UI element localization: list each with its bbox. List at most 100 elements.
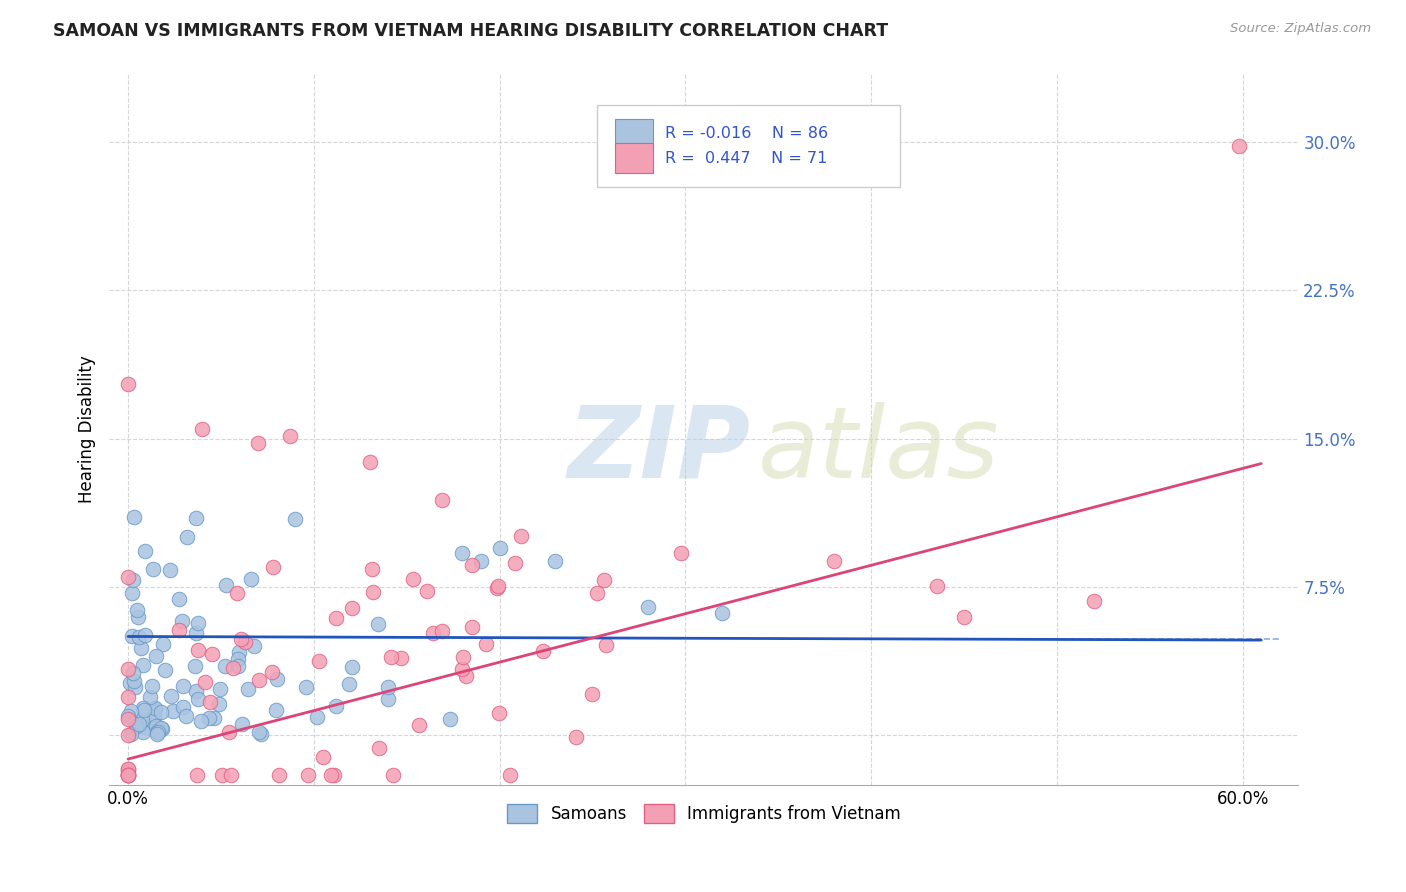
Point (581, 687, 603, 701)
Point (146, 725, 169, 739)
Point (422, 625, 444, 640)
Point (117, 768, 139, 782)
FancyBboxPatch shape (614, 119, 652, 148)
Point (121, 628, 143, 642)
Point (122, 665, 145, 680)
Point (461, 558, 484, 572)
Point (953, 609, 976, 624)
Point (488, 706, 510, 721)
Point (637, 599, 659, 614)
Point (184, 511, 207, 525)
Point (153, 663, 176, 677)
Point (143, 701, 166, 715)
Point (117, 712, 139, 726)
Legend: Samoans, Immigrants from Vietnam: Samoans, Immigrants from Vietnam (501, 797, 907, 830)
Point (262, 559, 284, 574)
Point (127, 609, 149, 624)
Point (226, 651, 249, 665)
Point (222, 661, 245, 675)
Point (150, 722, 173, 736)
Point (143, 701, 166, 715)
Point (319, 768, 342, 782)
Text: R = -0.016    N = 86: R = -0.016 N = 86 (665, 126, 828, 141)
Point (170, 614, 193, 628)
Point (451, 649, 474, 664)
Point (360, 562, 382, 576)
Point (117, 662, 139, 676)
Point (297, 768, 319, 782)
Point (117, 728, 139, 742)
Point (127, 603, 149, 617)
Point (229, 632, 252, 646)
Point (132, 657, 155, 672)
Point (233, 635, 256, 649)
Point (226, 586, 249, 600)
Point (325, 611, 347, 625)
Text: atlas: atlas (758, 401, 1000, 499)
Point (121, 704, 143, 718)
Text: Source: ZipAtlas.com: Source: ZipAtlas.com (1230, 22, 1371, 36)
Point (122, 674, 145, 689)
Point (186, 768, 208, 782)
Point (208, 697, 231, 711)
Point (124, 680, 146, 694)
Point (117, 768, 139, 782)
FancyBboxPatch shape (598, 105, 900, 186)
Point (389, 651, 412, 665)
Point (197, 711, 219, 725)
Point (295, 680, 318, 694)
Point (117, 708, 139, 723)
Point (214, 659, 236, 673)
Point (132, 725, 155, 739)
Point (377, 692, 399, 706)
Point (174, 709, 197, 723)
Point (595, 638, 617, 652)
Point (117, 768, 139, 782)
Point (510, 528, 533, 542)
Point (117, 762, 139, 776)
Point (187, 642, 209, 657)
Point (194, 674, 217, 689)
Point (307, 710, 329, 724)
Point (260, 665, 283, 679)
Point (202, 711, 225, 725)
Point (184, 658, 207, 673)
Point (925, 579, 948, 593)
Point (117, 765, 139, 780)
Point (247, 435, 270, 450)
Point (485, 581, 508, 595)
Point (117, 768, 139, 782)
Point (190, 714, 212, 728)
Point (461, 620, 484, 634)
Point (416, 583, 439, 598)
Point (823, 554, 845, 568)
Point (117, 768, 139, 782)
Point (122, 510, 145, 524)
Point (488, 541, 510, 555)
Point (337, 676, 360, 690)
Point (284, 512, 307, 526)
Point (247, 673, 270, 688)
Point (451, 662, 474, 676)
Text: SAMOAN VS IMMIGRANTS FROM VIETNAM HEARING DISABILITY CORRELATION CHART: SAMOAN VS IMMIGRANTS FROM VIETNAM HEARIN… (53, 22, 889, 40)
Point (456, 669, 478, 683)
Point (159, 563, 181, 577)
Point (499, 768, 522, 782)
Point (711, 606, 734, 620)
Point (219, 768, 242, 782)
Point (128, 630, 150, 644)
Point (486, 579, 509, 593)
Point (215, 577, 238, 591)
Point (586, 586, 609, 600)
Point (139, 690, 162, 705)
Point (226, 659, 249, 673)
Point (198, 695, 221, 709)
Point (368, 740, 391, 755)
Text: ZIP: ZIP (567, 401, 751, 499)
Point (367, 616, 389, 631)
Point (322, 768, 344, 782)
Point (247, 725, 270, 739)
Point (505, 556, 527, 570)
Point (120, 727, 142, 741)
Point (131, 714, 153, 728)
